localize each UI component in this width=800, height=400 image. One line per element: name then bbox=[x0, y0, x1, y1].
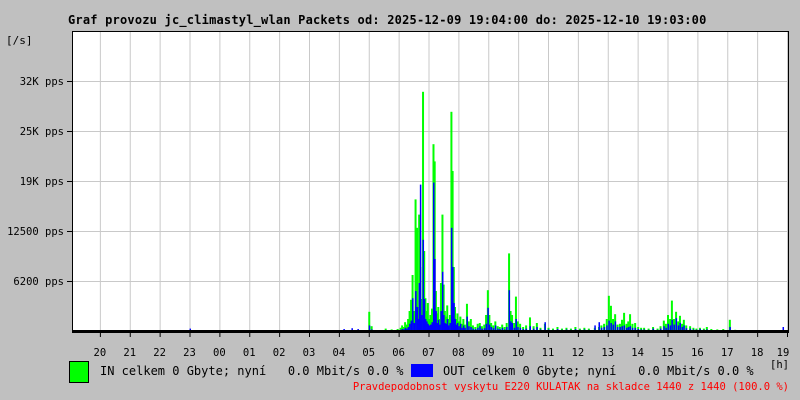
svg-text:16: 16 bbox=[691, 347, 704, 359]
legend-out-label: OUT celkem 0 Gbyte; nyní 0.0 Mbit/s 0.0 … bbox=[443, 364, 754, 378]
y-axis-unit-label: [/s] bbox=[6, 34, 33, 47]
svg-text:19K pps: 19K pps bbox=[20, 176, 64, 188]
svg-text:03: 03 bbox=[303, 347, 316, 359]
svg-text:10: 10 bbox=[512, 347, 525, 359]
y-axis-labels: 32K pps 25K pps 19K pps 12500 pps 6200 pps bbox=[7, 76, 64, 288]
svg-text:32K pps: 32K pps bbox=[20, 76, 64, 88]
svg-text:21: 21 bbox=[123, 347, 136, 359]
legend-in-swatch bbox=[69, 361, 89, 383]
svg-text:6200 pps: 6200 pps bbox=[13, 276, 64, 288]
svg-text:09: 09 bbox=[482, 347, 495, 359]
svg-text:11: 11 bbox=[542, 347, 555, 359]
svg-text:15: 15 bbox=[661, 347, 674, 359]
svg-text:22: 22 bbox=[153, 347, 166, 359]
svg-text:04: 04 bbox=[333, 347, 346, 359]
svg-text:01: 01 bbox=[243, 347, 256, 359]
svg-text:05: 05 bbox=[362, 347, 375, 359]
gridlines bbox=[72, 31, 789, 331]
legend-out-swatch bbox=[411, 364, 433, 377]
tick-marks bbox=[67, 81, 789, 337]
svg-text:07: 07 bbox=[422, 347, 435, 359]
x-axis-unit-label: [h] bbox=[770, 359, 789, 371]
traffic-graph-canvas: 32K pps 25K pps 19K pps 12500 pps 6200 pps 20… bbox=[7, 31, 790, 371]
svg-text:06: 06 bbox=[392, 347, 405, 359]
svg-text:08: 08 bbox=[452, 347, 465, 359]
svg-text:12: 12 bbox=[572, 347, 585, 359]
svg-text:25K pps: 25K pps bbox=[20, 126, 64, 138]
probability-note: Pravdepodobnost vyskytu E220 KULATAK na … bbox=[352, 381, 789, 393]
legend-in-label: IN celkem 0 Gbyte; nyní 0.0 Mbit/s 0.0 % bbox=[100, 364, 404, 378]
svg-text:14: 14 bbox=[631, 347, 644, 359]
svg-text:20: 20 bbox=[94, 347, 107, 359]
svg-text:17: 17 bbox=[721, 347, 734, 359]
x-axis-labels: 20 21 22 23 00 01 02 03 04 05 06 07 08 09 10 11 12 13 14 15… bbox=[94, 347, 790, 359]
svg-text:23: 23 bbox=[183, 347, 196, 359]
svg-text:13: 13 bbox=[601, 347, 614, 359]
svg-text:02: 02 bbox=[273, 347, 286, 359]
svg-text:19: 19 bbox=[777, 347, 790, 359]
svg-text:00: 00 bbox=[213, 347, 226, 359]
svg-text:18: 18 bbox=[751, 347, 764, 359]
svg-text:12500 pps: 12500 pps bbox=[7, 226, 64, 238]
graph-title: Graf provozu jc_climastyl_wlan Packets o… bbox=[68, 13, 707, 27]
